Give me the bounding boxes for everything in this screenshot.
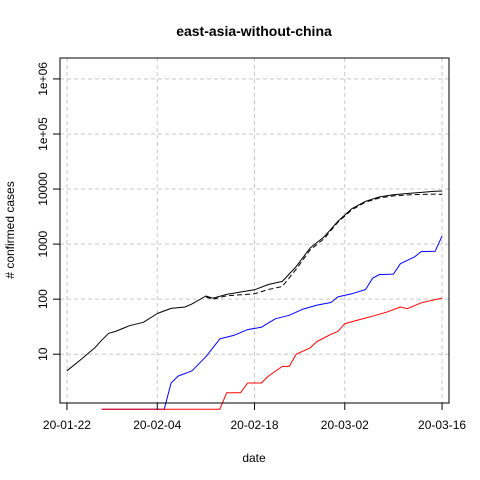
x-tick-label: 20-03-16 [418, 418, 466, 432]
y-axis-label: # confirmed cases [3, 181, 17, 278]
x-tick-label: 20-03-02 [321, 418, 369, 432]
x-axis: 20-01-22 20-02-04 20-02-18 20-03-02 20-03-16 [43, 403, 466, 432]
y-tick-label: 1e+06 [36, 62, 50, 96]
x-axis-label: date [242, 451, 266, 465]
series-blue-line [101, 235, 443, 410]
x-tick-label: 20-02-04 [133, 418, 181, 432]
y-axis: 10 100 1000 10000 1e+05 1e+06 [36, 62, 60, 361]
x-tick-label: 20-01-22 [43, 418, 91, 432]
series-layer [66, 190, 443, 410]
y-tick-label: 10 [36, 347, 50, 361]
x-tick-label: 20-02-18 [230, 418, 278, 432]
series-total-dashed-line [205, 193, 443, 300]
y-tick-label: 10000 [36, 172, 50, 206]
y-tick-label: 1e+05 [36, 117, 50, 151]
chart-title: east-asia-without-china [176, 23, 332, 39]
series-red-line [101, 297, 443, 410]
y-tick-label: 100 [36, 289, 50, 309]
gridlines [60, 58, 449, 403]
series-total-line [66, 190, 443, 372]
y-tick-label: 1000 [36, 230, 50, 257]
